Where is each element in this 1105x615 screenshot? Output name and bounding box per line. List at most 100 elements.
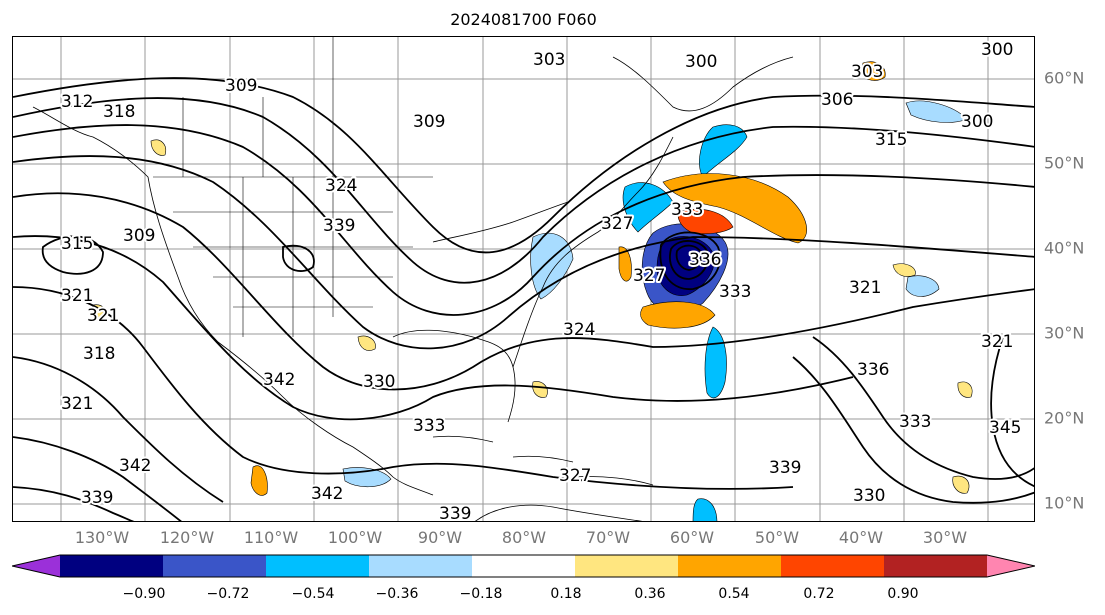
contour-label: 300 [685,52,717,72]
positive-anomaly-band [662,173,807,244]
contour-label: 324 [325,176,357,196]
positive-anomaly-small5 [92,304,107,320]
lon-tick-label: 60°W [669,528,715,547]
colorbar-tick-label: 0.18 [550,586,582,602]
colorbar-tick-label: −0.72 [206,586,250,602]
contour-label: 333 [413,416,445,436]
isentrope-contours [13,77,1034,521]
graticule [13,37,1034,521]
contour-label: 306 [821,90,853,110]
contour-label: 330 [853,486,885,506]
contour-label: 342 [311,484,343,504]
positive-anomaly-ne [860,61,886,81]
cyclone-contour-2 [669,240,709,280]
political-borders [153,37,433,337]
colorbar-tick-label: −0.54 [291,586,335,602]
lon-tick-label: 40°W [838,528,884,547]
cyclone-contour-3 [675,244,703,271]
contour-label: 303 [851,62,883,82]
colorbar-segments [12,555,1035,577]
cyclone-contour-1 [659,231,721,290]
lon-tick-label: 130°W [74,528,130,547]
lat-tick-label: 60°N [1044,68,1085,88]
contour-label: 333 [719,282,751,302]
contour-label: 330 [363,372,395,392]
contour-label: 300 [961,112,993,132]
positive-anomaly-core [677,209,734,235]
contour-label: 327 [559,466,591,486]
contour-label: 318 [83,344,115,364]
colorbar-segment [369,555,473,577]
contour-label: 321 [61,394,93,414]
colorbar [12,554,1035,578]
contour-label: 321 [87,306,119,326]
positive-anomaly-mex [250,465,268,496]
canada-coast [432,201,569,243]
positive-anomaly-south [640,301,716,329]
contour-label: 336 [689,250,721,270]
negative-anomaly-band [699,124,748,178]
map-plot: 300 300 300 303 303 306 309 309 309 312 … [13,37,1034,522]
positive-anomaly-small4 [150,139,166,156]
colorbar-segment [163,555,267,577]
coastlines [32,56,794,521]
lat-tick-label: 50°N [1044,153,1085,173]
lon-tick-label: 110°W [243,528,299,547]
colorbar-outline [12,554,1035,578]
contour-label: 345 [989,418,1021,438]
map-frame: 300 300 300 303 303 306 309 309 309 312 … [12,36,1035,522]
caribbean-islands [432,435,654,486]
colorbar-tick-label: 0.90 [887,586,919,602]
positive-anomaly-small7 [532,381,548,398]
contour-label: 339 [439,504,471,522]
lat-tick-label: 20°N [1044,408,1085,428]
contour-label: 339 [81,488,113,508]
colorbar-tick-label: −0.90 [122,586,166,602]
colorbar-segment [678,555,782,577]
gulf-coast [392,329,516,423]
contour-label: 333 [899,412,931,432]
positive-anomaly-small1 [357,335,376,351]
contour-label: 327 [601,214,633,234]
contour-label: 333 [671,200,703,220]
colorbar-segment [60,555,164,577]
contour-label: 315 [61,234,93,254]
lat-tick-label: 40°N [1044,238,1085,258]
colorbar-segment [884,555,988,577]
lon-tick-label: 70°W [585,528,631,547]
contour-label: 300 [981,40,1013,60]
greenland-coast [612,56,794,112]
lon-tick-label: 30°W [922,528,968,547]
contour-label: 321 [849,278,881,298]
negative-anomaly-south [692,498,718,521]
lat-tick-label: 30°N [1044,323,1085,343]
contour-label: 321 [981,332,1013,352]
contour-labels: 300 300 300 303 303 306 309 309 309 312 … [59,38,1023,522]
colorbar-tick-label: 0.72 [803,586,835,602]
lon-tick-label: 100°W [327,528,383,547]
contour-label: 336 [857,360,889,380]
contour-label: 342 [263,370,295,390]
lon-tick-label: 90°W [417,528,463,547]
positive-anomaly-small6 [952,475,970,494]
contour-label: 321 [61,286,93,306]
contour-label: 342 [119,456,151,476]
positive-anomaly-small2 [892,263,916,277]
lat-tick-label: 10°N [1044,493,1085,513]
contour-label: 339 [769,458,801,478]
contour-label: 309 [123,226,155,246]
lon-tick-label: 80°W [501,528,547,547]
contour-label: 312 [61,92,93,112]
colorbar-segment [575,555,679,577]
positive-anomaly-west [618,246,632,282]
colorbar-tick-label: 0.54 [718,586,750,602]
contour-label: 309 [225,76,257,96]
colorbar-segment [781,555,885,577]
colorbar-segment [266,555,370,577]
colorbar-tick-label: −0.18 [459,586,503,602]
colorbar-tick-label: −0.36 [375,586,419,602]
map-title: 2024081700 F060 [450,10,597,29]
contour-label: 303 [533,50,565,70]
contour-label: 327 [633,266,665,286]
colorbar-segment [12,555,60,577]
